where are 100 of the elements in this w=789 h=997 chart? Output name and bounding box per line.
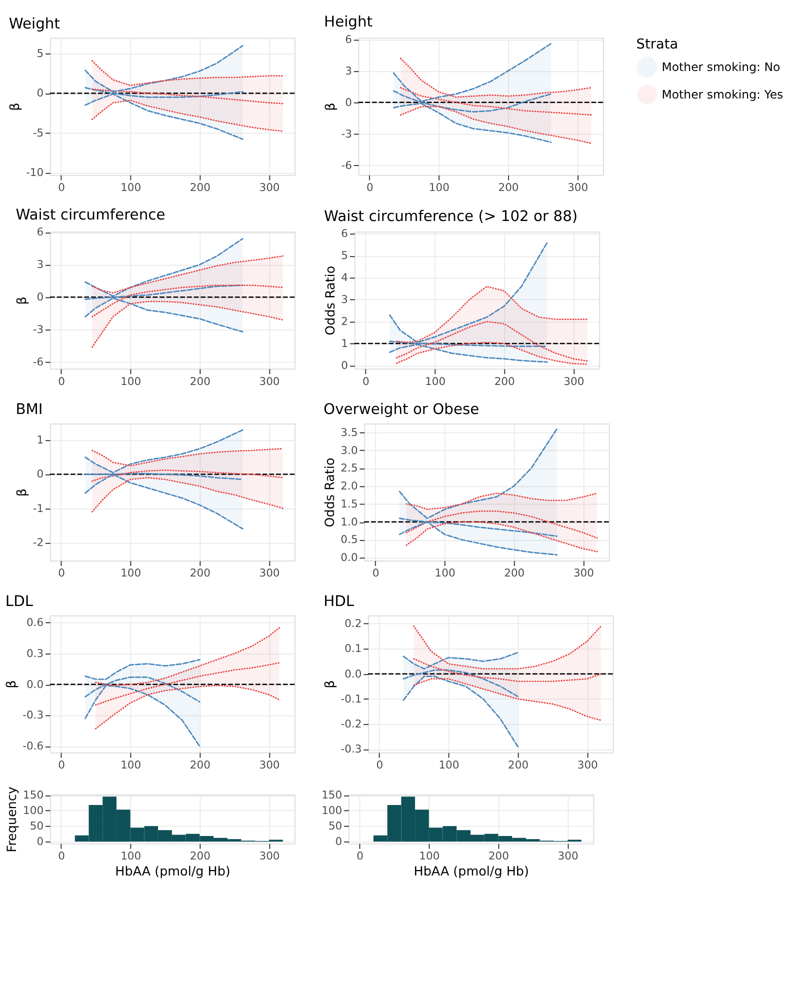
line-series	[92, 300, 284, 348]
y-tick-label: 0.2	[344, 617, 362, 630]
line-series	[94, 662, 280, 706]
y-tick-label: 100	[322, 804, 342, 818]
y-tick-label: 0	[36, 468, 44, 481]
y-tick-label: -0.3	[22, 708, 44, 722]
line-series	[398, 428, 558, 520]
legend-label: Mother smoking: No	[662, 60, 780, 74]
y-tick-label: 0.0	[344, 667, 362, 680]
y-tick-label: -2	[32, 536, 44, 549]
chart-title: Overweight or Obese	[324, 400, 480, 418]
y-axis-title: Frequency	[4, 786, 20, 852]
line-series	[94, 627, 280, 686]
line-series	[413, 658, 602, 682]
y-tick-label: 6	[36, 226, 44, 239]
x-tick-label: 100	[120, 374, 142, 388]
y-axis-title: β	[7, 102, 22, 111]
line-series	[413, 678, 602, 721]
line-series	[92, 284, 284, 318]
x-tick-label: 300	[568, 181, 588, 194]
y-tick-label: -3	[32, 323, 44, 336]
y-tick-label: 0	[36, 290, 44, 304]
x-tick-label: 300	[259, 181, 280, 194]
x-tick-label: 300	[259, 374, 280, 388]
y-axis-title: Odds Ratio	[322, 266, 338, 336]
x-axis-title: HbAA (pmol/g Hb)	[414, 863, 529, 878]
y-tick-label: 0.6	[26, 616, 44, 629]
y-tick-label: -3	[341, 127, 352, 140]
x-tick-label: 0	[376, 758, 384, 772]
y-axis-title: β	[322, 102, 338, 111]
x-tick-label: 200	[190, 374, 211, 388]
line-series	[398, 521, 558, 556]
chart-title: HDL	[324, 592, 355, 610]
y-tick-label: 0.3	[26, 646, 44, 660]
y-tick-label: -0.3	[340, 742, 362, 756]
y-tick-label: 0.0	[340, 551, 358, 564]
line-series	[94, 684, 280, 730]
y-tick-label: -0.6	[22, 740, 44, 753]
y-tick-label: -5	[32, 126, 44, 140]
y-tick-label: 1	[341, 336, 348, 350]
line-series	[92, 88, 284, 104]
y-tick-label: 3	[36, 258, 44, 272]
y-tick-label: 2	[341, 314, 348, 328]
line-series	[406, 510, 598, 539]
legend-label: Mother smoking: Yes	[662, 88, 784, 102]
line-series	[413, 625, 602, 670]
y-tick-label: -6	[341, 158, 352, 172]
line-series	[84, 658, 200, 680]
y-tick-label: 5	[36, 47, 44, 60]
chart-title: Waist circumference (> 102 or 88)	[324, 208, 578, 226]
x-tick-label: 100	[419, 850, 440, 863]
y-tick-label: 3	[345, 64, 352, 78]
line-series	[400, 58, 592, 98]
y-axis-title: β	[14, 488, 29, 497]
y-tick-label: -1	[32, 502, 44, 515]
x-tick-label: 100	[120, 850, 142, 863]
y-tick-label: -0.2	[340, 717, 362, 730]
y-axis-title: β	[14, 296, 29, 305]
x-tick-label: 100	[434, 566, 456, 580]
line-series	[402, 676, 519, 748]
x-tick-label: 0	[366, 181, 374, 194]
line-series	[402, 652, 519, 670]
y-tick-label: 1.5	[340, 497, 358, 510]
chart-title: LDL	[5, 592, 34, 610]
y-tick-label: 0.0	[26, 678, 44, 691]
x-axis-title: HbAA (pmol/g Hb)	[115, 863, 230, 878]
x-tick-label: 100	[120, 566, 142, 580]
x-tick-label: 200	[190, 758, 211, 772]
line-series	[92, 477, 284, 512]
y-tick-label: -10	[26, 166, 44, 179]
line-series	[92, 470, 284, 482]
line-series	[400, 106, 592, 144]
y-tick-label: 0	[345, 96, 352, 109]
y-tick-label: 0	[36, 835, 44, 848]
x-tick-label: 300	[573, 566, 594, 580]
line-series	[92, 60, 284, 86]
y-tick-label: 50	[30, 820, 44, 833]
y-tick-label: 0	[341, 358, 348, 372]
line-series	[92, 100, 284, 132]
x-tick-label: 300	[564, 374, 584, 388]
y-tick-label: 0	[335, 835, 342, 848]
x-tick-label: 300	[259, 758, 280, 772]
y-tick-label: 0.5	[340, 533, 358, 546]
x-tick-label: 100	[428, 181, 450, 194]
y-tick-label: 0	[36, 86, 44, 100]
line-series	[406, 492, 598, 510]
chart-title: Weight	[8, 15, 60, 32]
y-tick-label: 3	[341, 293, 348, 306]
x-tick-label: 100	[425, 374, 446, 388]
x-tick-label: 100	[120, 758, 142, 772]
y-tick-label: 6	[345, 32, 352, 46]
x-tick-label: 0	[58, 758, 66, 772]
x-tick-label: 200	[498, 181, 519, 194]
line-series	[396, 320, 588, 362]
line-series	[406, 521, 598, 552]
y-tick-label: 4	[341, 271, 348, 284]
x-tick-label: 200	[190, 566, 211, 580]
y-axis-title: Odds Ratio	[322, 458, 337, 528]
x-tick-label: 200	[508, 758, 529, 772]
y-tick-label: 100	[23, 804, 44, 818]
